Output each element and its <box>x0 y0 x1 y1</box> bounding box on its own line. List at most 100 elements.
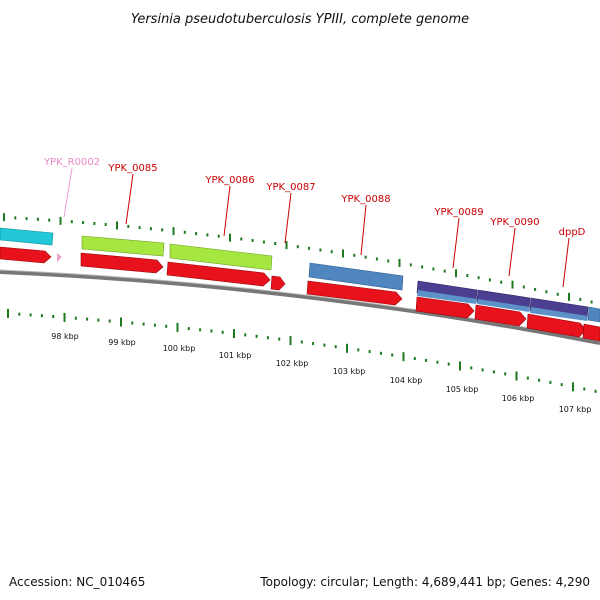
minor-tick <box>244 333 247 337</box>
gene-label-0085: YPK_0085 <box>107 163 157 174</box>
major-tick <box>568 292 570 301</box>
major-tick <box>285 241 288 250</box>
minor-tick <box>436 360 439 364</box>
minor-tick <box>368 350 371 354</box>
minor-tick <box>206 233 209 237</box>
tick-label-101: 101 kbp <box>219 351 252 360</box>
minor-tick <box>165 324 168 328</box>
leader-0088 <box>360 204 367 256</box>
cds-arrow-0087 <box>270 275 286 291</box>
feature-block-cyan <box>0 227 54 246</box>
major-tick <box>7 309 9 318</box>
minor-tick <box>149 227 152 231</box>
minor-tick <box>266 336 269 340</box>
minor-tick <box>334 345 337 349</box>
minor-tick <box>18 312 21 316</box>
major-tick <box>342 249 344 258</box>
tick-label-103: 103 kbp <box>333 367 366 376</box>
major-tick <box>176 322 179 332</box>
major-tick <box>289 336 292 346</box>
minor-tick <box>409 263 412 267</box>
minor-tick <box>221 330 224 334</box>
minor-tick <box>560 383 563 387</box>
minor-tick <box>36 217 39 221</box>
minor-tick <box>108 319 111 323</box>
minor-tick <box>538 378 541 382</box>
cds-arrow-dppd <box>526 313 587 338</box>
feature-band-blue-3 <box>530 307 588 321</box>
minor-tick <box>323 343 326 347</box>
minor-tick <box>48 218 51 222</box>
cds-arrow-0 <box>0 246 52 264</box>
minor-tick <box>74 316 77 320</box>
minor-tick <box>330 250 333 254</box>
minor-tick <box>82 221 85 225</box>
minor-tick <box>210 329 213 333</box>
cds-arrow-next <box>582 323 600 342</box>
minor-tick <box>413 357 416 360</box>
feature-block-steelblue-2 <box>587 306 600 323</box>
minor-tick <box>466 274 469 277</box>
minor-tick <box>300 340 303 344</box>
leader-0086 <box>223 185 231 237</box>
major-tick <box>59 216 62 225</box>
minor-tick <box>199 328 202 332</box>
minor-tick <box>97 318 100 322</box>
minor-tick <box>470 366 473 370</box>
minor-tick <box>138 226 141 230</box>
minor-tick <box>522 285 525 289</box>
major-tick <box>116 221 118 230</box>
minor-tick <box>70 220 73 224</box>
kbp-labels: 98 kbp 99 kbp 100 kbp 101 kbp 102 kbp 10… <box>51 332 591 414</box>
major-tick <box>398 258 401 267</box>
minor-tick <box>443 269 446 273</box>
cds-arrow-0086 <box>166 261 271 287</box>
accession-text: Accession: NC_010465 <box>9 575 145 589</box>
minor-tick <box>187 327 190 331</box>
minor-tick <box>579 297 582 301</box>
tick-label-106: 106 kbp <box>502 394 535 403</box>
minor-tick <box>131 321 134 325</box>
major-tick <box>63 312 66 322</box>
gene-label-r0002: YPK_R0002 <box>43 157 100 168</box>
upper-tick-row <box>3 213 593 304</box>
major-tick <box>511 280 514 289</box>
major-tick <box>515 371 518 381</box>
gene-label-0086: YPK_0086 <box>204 175 254 186</box>
minor-tick <box>183 230 186 234</box>
major-tick <box>233 329 235 339</box>
minor-tick <box>312 342 315 345</box>
minor-tick <box>319 248 322 252</box>
leader-r0002 <box>63 167 73 218</box>
minor-tick <box>262 240 265 244</box>
minor-tick <box>492 370 495 374</box>
minor-tick <box>421 265 424 269</box>
minor-tick <box>14 216 17 220</box>
gene-label-0087: YPK_0087 <box>265 182 315 193</box>
gene-leader-lines <box>63 167 570 288</box>
minor-tick <box>93 222 96 225</box>
feature-block-lime-1 <box>81 235 165 257</box>
major-tick <box>455 269 457 278</box>
minor-tick <box>251 239 254 242</box>
major-tick <box>459 361 461 371</box>
minor-tick <box>195 232 198 236</box>
rna-arrow-r0002 <box>57 253 62 262</box>
minor-tick <box>447 362 450 366</box>
minor-tick <box>240 237 243 241</box>
leader-0089 <box>452 217 460 269</box>
minor-tick <box>296 245 299 249</box>
minor-tick <box>500 280 503 284</box>
cds-arrow-0089 <box>415 296 475 319</box>
gene-labels: YPK_R0002 YPK_0085 YPK_0086 YPK_0087 YPK… <box>43 157 586 238</box>
lower-tick-ruler <box>7 309 597 393</box>
minor-tick <box>504 372 507 376</box>
minor-tick <box>127 225 130 228</box>
minor-tick <box>308 246 311 250</box>
gene-label-dppd: dppD <box>559 227 586 238</box>
minor-tick <box>549 380 552 384</box>
major-tick <box>172 227 175 236</box>
feature-block-lime-2 <box>169 243 273 271</box>
minor-tick <box>364 255 367 259</box>
cds-arrow-0088 <box>306 280 403 306</box>
